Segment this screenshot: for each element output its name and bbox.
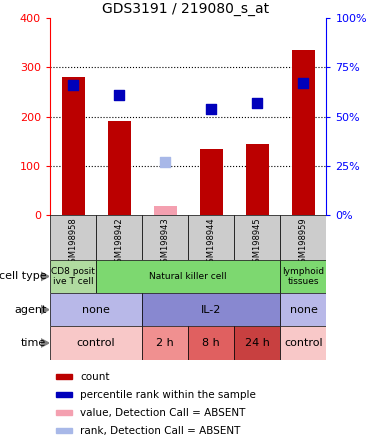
Text: GSM198958: GSM198958 (69, 218, 78, 268)
Text: Natural killer cell: Natural killer cell (150, 272, 227, 281)
Bar (142, 293, 280, 326)
Text: cell type: cell type (0, 271, 46, 281)
Bar (142, 326, 188, 360)
Point (162, 159, 168, 166)
Text: 2 h: 2 h (156, 338, 174, 348)
Text: GSM198959: GSM198959 (299, 218, 308, 268)
Bar (56, 392, 72, 397)
Bar (188, 326, 234, 360)
Polygon shape (41, 272, 49, 281)
Text: GDS3191 / 219080_s_at: GDS3191 / 219080_s_at (102, 1, 269, 16)
Text: GSM198945: GSM198945 (253, 218, 262, 268)
Polygon shape (41, 339, 49, 347)
Bar (56, 410, 72, 415)
Bar (50, 260, 96, 293)
Bar (108, 122, 131, 215)
Bar (50, 326, 142, 360)
Text: control: control (284, 338, 323, 348)
Text: GSM198944: GSM198944 (207, 218, 216, 268)
Point (116, 91, 122, 99)
Point (301, 79, 306, 87)
Bar (280, 326, 326, 360)
Text: lymphoid
tissues: lymphoid tissues (282, 267, 325, 286)
Text: 24 h: 24 h (245, 338, 270, 348)
Text: IL-2: IL-2 (201, 305, 221, 315)
Bar (96, 260, 280, 293)
Point (255, 99, 260, 106)
Bar (280, 260, 326, 293)
Text: 8 h: 8 h (203, 338, 220, 348)
Text: control: control (77, 338, 115, 348)
Bar (234, 326, 280, 360)
Bar (142, 215, 188, 260)
Text: none: none (82, 305, 110, 315)
Bar (56, 428, 72, 433)
Text: count: count (81, 372, 110, 382)
Bar (292, 50, 315, 215)
Bar (50, 215, 96, 260)
Bar (56, 374, 72, 379)
Bar (246, 144, 269, 215)
Text: GSM198942: GSM198942 (115, 218, 124, 268)
Bar (280, 215, 326, 260)
Text: percentile rank within the sample: percentile rank within the sample (81, 390, 256, 400)
Text: value, Detection Call = ABSENT: value, Detection Call = ABSENT (81, 408, 246, 418)
Bar (234, 215, 280, 260)
Text: agent: agent (14, 305, 46, 315)
Bar (280, 293, 326, 326)
Point (209, 105, 214, 112)
Bar (154, 206, 177, 215)
Bar (96, 215, 142, 260)
Text: CD8 posit
ive T cell: CD8 posit ive T cell (51, 267, 95, 286)
Bar (200, 149, 223, 215)
Polygon shape (41, 305, 49, 314)
Text: rank, Detection Call = ABSENT: rank, Detection Call = ABSENT (81, 426, 241, 436)
Text: none: none (289, 305, 317, 315)
Bar (50, 293, 142, 326)
Text: time: time (21, 338, 46, 348)
Point (70, 81, 76, 88)
Bar (62, 77, 85, 215)
Bar (188, 215, 234, 260)
Text: GSM198943: GSM198943 (161, 218, 170, 268)
